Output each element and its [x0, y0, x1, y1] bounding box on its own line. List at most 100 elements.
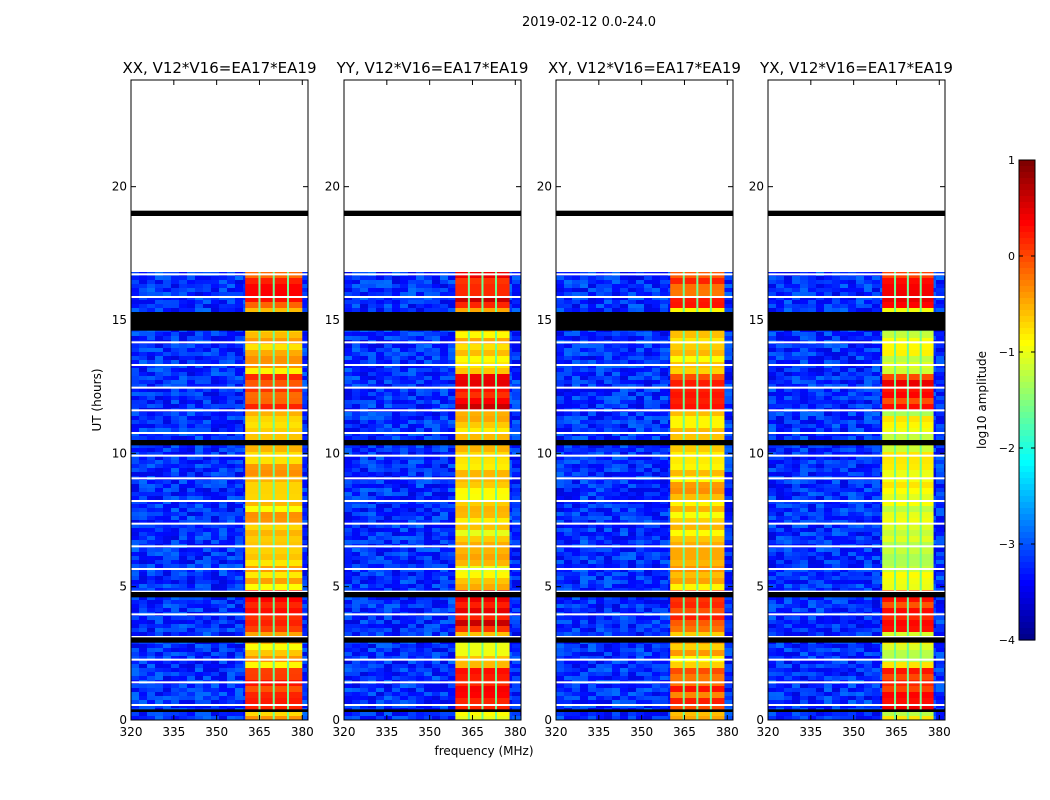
- y-tick-label: 20: [749, 180, 764, 194]
- colorbar-segment: [1019, 622, 1035, 629]
- colorbar: −4 −3 −2 −1 0 1 log10 amplitude: [975, 154, 1036, 647]
- colorbar-segment: [1019, 250, 1035, 257]
- panel-frame: [767, 79, 946, 721]
- flag-band: [556, 637, 733, 643]
- x-tick-label: 320: [545, 725, 568, 739]
- colorbar-segment: [1019, 574, 1035, 581]
- y-tick-label: 15: [537, 313, 552, 327]
- colorbar-segment: [1019, 202, 1035, 209]
- flag-band: [131, 210, 308, 216]
- colorbar-segment: [1019, 364, 1035, 371]
- x-tick-label: 350: [842, 725, 865, 739]
- flag-band: [344, 709, 521, 712]
- x-tick-label: 335: [587, 725, 610, 739]
- x-tick-label: 350: [205, 725, 228, 739]
- colorbar-segment: [1019, 286, 1035, 293]
- colorbar-segment: [1019, 604, 1035, 611]
- heatmap-cells: [556, 210, 733, 720]
- colorbar-tick-label: 1: [1008, 154, 1015, 167]
- colorbar-segment: [1019, 292, 1035, 299]
- x-tick-label: 335: [799, 725, 822, 739]
- y-tick-label: 5: [119, 580, 127, 594]
- x-tick-label: 380: [504, 725, 527, 739]
- flag-band: [344, 440, 521, 446]
- colorbar-segment: [1019, 568, 1035, 575]
- colorbar-segment: [1019, 550, 1035, 557]
- x-tick-label: 380: [928, 725, 951, 739]
- colorbar-segment: [1019, 328, 1035, 335]
- colorbar-segment: [1019, 184, 1035, 191]
- colorbar-segment: [1019, 238, 1035, 245]
- colorbar-segment: [1019, 160, 1035, 167]
- flag-band: [768, 440, 945, 446]
- y-tick-label: 20: [537, 180, 552, 194]
- x-tick-label: 335: [375, 725, 398, 739]
- colorbar-segment: [1019, 418, 1035, 425]
- flag-band: [768, 312, 945, 331]
- flag-band: [344, 592, 521, 598]
- flag-band: [556, 312, 733, 331]
- flag-band: [344, 312, 521, 331]
- flag-band: [131, 440, 308, 446]
- colorbar-segment: [1019, 508, 1035, 515]
- x-tick-label: 320: [757, 725, 780, 739]
- colorbar-segment: [1019, 586, 1035, 593]
- colorbar-segment: [1019, 358, 1035, 365]
- colorbar-segment: [1019, 262, 1035, 269]
- colorbar-segment: [1019, 322, 1035, 329]
- y-tick-label: 10: [537, 446, 552, 460]
- y-tick-label: 0: [332, 713, 340, 727]
- colorbar-segment: [1019, 340, 1035, 347]
- x-tick-label: 365: [885, 725, 908, 739]
- x-tick-label: 380: [291, 725, 314, 739]
- x-tick-label: 350: [630, 725, 653, 739]
- colorbar-segment: [1019, 634, 1035, 641]
- flag-band: [131, 637, 308, 643]
- colorbar-segment: [1019, 436, 1035, 443]
- flag-band: [768, 592, 945, 598]
- x-tick-label: 335: [162, 725, 185, 739]
- panel-title: YX, V12*V16=EA17*EA19: [759, 59, 953, 77]
- colorbar-segment: [1019, 460, 1035, 467]
- colorbar-segment: [1019, 580, 1035, 587]
- panel-frame: [130, 79, 309, 721]
- colorbar-segment: [1019, 532, 1035, 539]
- flag-band: [768, 637, 945, 643]
- colorbar-segment: [1019, 226, 1035, 233]
- colorbar-segment: [1019, 166, 1035, 173]
- y-tick-label: 10: [112, 446, 127, 460]
- panel-1: XX, V12*V16=EA17*EA19 320 335 350 365 380 0 5 10…: [112, 59, 317, 739]
- colorbar-segment: [1019, 538, 1035, 545]
- flag-band: [131, 709, 308, 712]
- colorbar-segment: [1019, 520, 1035, 527]
- y-tick-label: 15: [112, 313, 127, 327]
- colorbar-segment: [1019, 196, 1035, 203]
- colorbar-segment: [1019, 430, 1035, 437]
- x-tick-label: 365: [248, 725, 271, 739]
- colorbar-segment: [1019, 496, 1035, 503]
- flag-band: [556, 592, 733, 598]
- panels: XX, V12*V16=EA17*EA19 320 335 350 365 380 0 5 10…: [112, 59, 953, 739]
- panel-2: YY, V12*V16=EA17*EA19 320 335 350 365 380 0 5 10…: [325, 59, 529, 739]
- y-tick-label: 15: [325, 313, 340, 327]
- heatmap-cells: [344, 210, 521, 720]
- colorbar-segment: [1019, 526, 1035, 533]
- colorbar-segment: [1019, 616, 1035, 623]
- flag-band: [556, 709, 733, 712]
- colorbar-segment: [1019, 208, 1035, 215]
- y-tick-label: 5: [332, 580, 340, 594]
- flag-band: [131, 312, 308, 331]
- y-tick-label: 0: [119, 713, 127, 727]
- colorbar-segment: [1019, 454, 1035, 461]
- y-tick-label: 0: [544, 713, 552, 727]
- colorbar-segment: [1019, 376, 1035, 383]
- colorbar-frame: [1018, 159, 1036, 641]
- y-tick-label: 5: [756, 580, 764, 594]
- colorbar-segment: [1019, 490, 1035, 497]
- colorbar-segment: [1019, 316, 1035, 323]
- flag-band: [768, 210, 945, 216]
- colorbar-segment: [1019, 274, 1035, 281]
- colorbar-segment: [1019, 478, 1035, 485]
- y-tick-label: 0: [756, 713, 764, 727]
- y-tick-label: 5: [544, 580, 552, 594]
